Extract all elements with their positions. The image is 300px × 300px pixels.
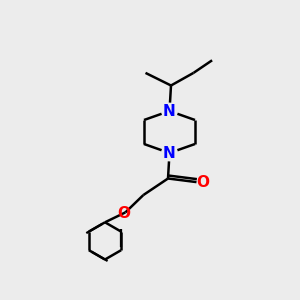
Text: N: N [163,103,176,118]
Text: N: N [163,146,176,160]
Text: O: O [118,206,131,220]
Text: O: O [196,175,210,190]
